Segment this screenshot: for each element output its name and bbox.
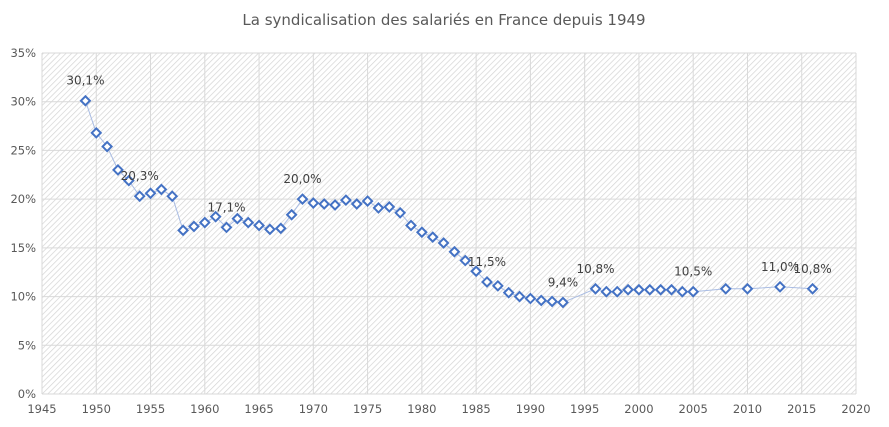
data-point bbox=[101, 140, 114, 153]
data-point bbox=[350, 198, 363, 210]
data-point bbox=[285, 208, 298, 221]
data-label: 11,5% bbox=[468, 255, 506, 269]
x-tick-label: 1980 bbox=[407, 402, 436, 416]
data-point bbox=[394, 206, 407, 219]
data-point bbox=[557, 296, 569, 309]
y-tick-label: 35% bbox=[10, 46, 36, 60]
data-point bbox=[513, 290, 526, 303]
data-point bbox=[546, 295, 559, 308]
data-point bbox=[177, 224, 190, 237]
data-point bbox=[654, 283, 667, 296]
data-point bbox=[372, 201, 385, 214]
x-tick-label: 1965 bbox=[244, 402, 273, 416]
data-point bbox=[774, 280, 786, 293]
data-point bbox=[622, 283, 634, 296]
data-point bbox=[209, 210, 222, 223]
y-tick-label: 5% bbox=[18, 338, 36, 352]
data-point bbox=[220, 221, 233, 234]
data-point bbox=[318, 198, 331, 210]
data-point bbox=[633, 283, 645, 296]
x-tick-label: 2020 bbox=[841, 402, 870, 416]
data-point bbox=[112, 164, 124, 176]
data-point bbox=[437, 237, 450, 249]
data-point bbox=[339, 194, 352, 207]
data-label: 10,5% bbox=[674, 265, 712, 279]
data-point bbox=[502, 286, 515, 299]
data-point bbox=[448, 245, 461, 258]
data-label: 10,8% bbox=[576, 262, 614, 276]
x-tick-label: 1960 bbox=[190, 402, 219, 416]
data-point bbox=[122, 174, 135, 187]
x-tick-label: 2015 bbox=[787, 402, 816, 416]
x-tick-label: 2000 bbox=[624, 402, 653, 416]
y-tick-label: 20% bbox=[10, 192, 36, 206]
data-point bbox=[524, 292, 537, 305]
data-point bbox=[481, 276, 493, 288]
data-point bbox=[687, 285, 700, 298]
data-point bbox=[296, 193, 309, 206]
data-point bbox=[383, 201, 396, 213]
data-label: 9,4% bbox=[548, 275, 579, 289]
x-tick-label: 2005 bbox=[679, 402, 708, 416]
data-label: 20,3% bbox=[121, 169, 159, 183]
data-point bbox=[144, 187, 157, 200]
data-point bbox=[307, 197, 320, 209]
data-point bbox=[90, 126, 103, 139]
data-point bbox=[459, 254, 472, 267]
data-point bbox=[535, 294, 548, 307]
x-tick-label: 2010 bbox=[733, 402, 762, 416]
y-tick-label: 10% bbox=[10, 290, 36, 304]
x-tick-label: 1975 bbox=[353, 402, 382, 416]
data-label: 30,1% bbox=[66, 74, 104, 88]
data-point bbox=[231, 212, 244, 225]
data-point bbox=[253, 219, 265, 232]
data-point bbox=[155, 183, 168, 196]
data-point bbox=[188, 220, 200, 233]
data-point bbox=[719, 282, 732, 295]
data-point bbox=[611, 285, 624, 298]
data-point bbox=[415, 226, 428, 239]
data-point bbox=[665, 283, 678, 296]
data-point bbox=[741, 282, 754, 295]
data-point bbox=[133, 190, 146, 203]
data-point bbox=[166, 190, 179, 203]
data-point bbox=[242, 216, 255, 229]
data-point bbox=[589, 282, 602, 295]
data-label: 11,0% bbox=[761, 260, 799, 274]
data-point bbox=[806, 282, 819, 295]
x-tick-label: 1970 bbox=[299, 402, 328, 416]
x-tick-label: 1955 bbox=[136, 402, 165, 416]
data-point bbox=[600, 285, 613, 298]
y-tick-label: 0% bbox=[18, 387, 36, 401]
data-point bbox=[274, 222, 287, 235]
y-tick-label: 25% bbox=[10, 143, 36, 157]
x-tick-label: 1950 bbox=[82, 402, 111, 416]
data-label: 17,1% bbox=[207, 200, 245, 214]
data-point bbox=[198, 216, 211, 229]
x-tick-label: 1985 bbox=[461, 402, 490, 416]
data-point bbox=[405, 219, 417, 232]
data-point bbox=[264, 223, 276, 236]
data-point bbox=[426, 231, 439, 244]
y-tick-label: 30% bbox=[10, 95, 36, 109]
plot-area bbox=[42, 53, 856, 394]
data-point bbox=[361, 195, 374, 208]
data-point bbox=[643, 283, 656, 296]
y-tick-label: 15% bbox=[10, 241, 36, 255]
x-tick-label: 1990 bbox=[516, 402, 545, 416]
x-tick-label: 1995 bbox=[570, 402, 599, 416]
data-label: 10,8% bbox=[794, 262, 832, 276]
data-point bbox=[470, 265, 483, 278]
data-label: 20,0% bbox=[283, 172, 321, 186]
data-point bbox=[491, 279, 504, 292]
x-tick-label: 1945 bbox=[27, 402, 56, 416]
data-point bbox=[79, 94, 92, 107]
data-point bbox=[329, 199, 341, 211]
chart-title: La syndicalisation des salariés en Franc… bbox=[242, 11, 645, 29]
data-point bbox=[676, 285, 689, 298]
